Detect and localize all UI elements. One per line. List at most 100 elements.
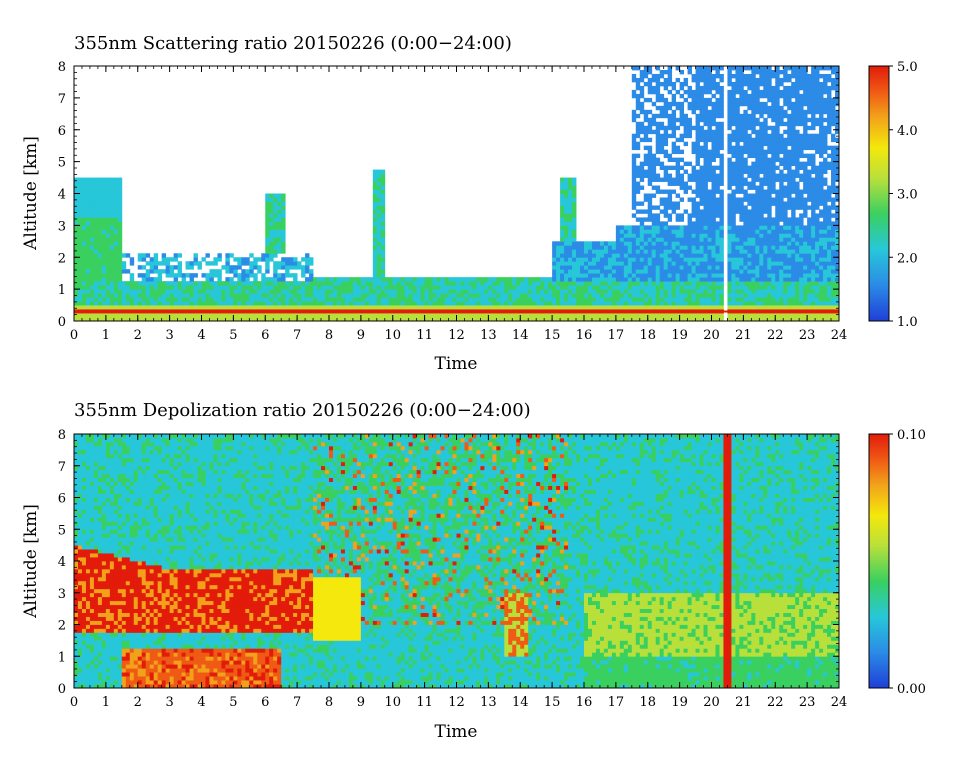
heatmap-cell: [81, 189, 87, 194]
heatmap-cell: [727, 249, 732, 254]
heatmap-cell: [285, 285, 290, 290]
heatmap-cell: [97, 193, 103, 198]
heatmap-cell: [755, 245, 760, 250]
heatmap-cell: [703, 149, 708, 155]
heatmap-cell: [587, 305, 593, 310]
heatmap-cell: [735, 225, 740, 230]
heatmap-cell: [436, 281, 441, 286]
heatmap-cell: [241, 289, 246, 294]
heatmap-cell: [811, 189, 816, 194]
heatmap-cell: [675, 181, 681, 186]
heatmap-cell: [735, 157, 740, 163]
heatmap-cell: [101, 217, 107, 222]
heatmap-cell: [492, 277, 497, 282]
heatmap-cell: [273, 293, 278, 298]
heatmap-cell: [791, 153, 796, 159]
heatmap-cell: [799, 121, 804, 127]
heatmap-cell: [580, 261, 585, 266]
heatmap-cell: [305, 269, 310, 274]
heatmap-cell: [763, 173, 768, 178]
heatmap-cell: [787, 233, 792, 238]
heatmap-cell: [281, 241, 286, 246]
heatmap-cell: [683, 249, 688, 254]
heatmap-cell: [229, 269, 234, 274]
heatmap-cell: [572, 185, 577, 190]
heatmap-cell: [635, 285, 641, 290]
heatmap-cell: [376, 229, 382, 234]
heatmap-cell: [512, 285, 517, 290]
heatmap-cell: [739, 173, 744, 178]
heatmap-cell: [277, 245, 282, 250]
heatmap-cell: [444, 297, 449, 302]
heatmap-cell: [811, 169, 816, 174]
heatmap-cell: [93, 297, 99, 302]
heatmap-cell: [731, 193, 736, 198]
heatmap-cell: [767, 253, 772, 258]
heatmap-cell: [372, 285, 378, 290]
heatmap-cell: [763, 261, 768, 266]
heatmap-cell: [819, 141, 824, 147]
heatmap-cell: [823, 301, 828, 306]
heatmap-cell: [568, 293, 573, 298]
heatmap-cell: [767, 93, 772, 99]
heatmap-cell: [281, 293, 286, 298]
heatmap-cell: [157, 317, 163, 321]
heatmap-cell: [755, 285, 760, 290]
heatmap-cell: [376, 241, 382, 246]
heatmap-cell: [432, 301, 437, 306]
heatmap-cell: [109, 253, 115, 258]
heatmap-cell: [512, 277, 517, 282]
heatmap-cell: [297, 305, 302, 310]
heatmap-cell: [161, 293, 167, 298]
heatmap-cell: [767, 125, 772, 131]
heatmap-cell: [428, 293, 433, 298]
heatmap-cell: [552, 241, 557, 246]
heatmap-cell: [285, 301, 290, 306]
heatmap-cell: [715, 129, 720, 135]
heatmap-cell: [229, 301, 234, 306]
heatmap-cell: [799, 101, 804, 107]
heatmap-cell: [261, 301, 266, 306]
heatmap-cell: [476, 281, 481, 286]
heatmap-cell: [711, 173, 716, 178]
heatmap-cell: [715, 89, 720, 95]
heatmap-cell: [815, 97, 820, 103]
heatmap-cell: [564, 189, 569, 194]
heatmap-cell: [468, 297, 473, 302]
heatmap-cell: [671, 125, 677, 131]
heatmap-cell: [631, 161, 637, 167]
heatmap-cell: [735, 125, 740, 131]
heatmap-cell: [380, 197, 386, 202]
heatmap-cell: [372, 193, 378, 198]
heatmap-cell: [281, 317, 286, 321]
heatmap-cell: [269, 221, 274, 226]
heatmap-cell: [556, 273, 561, 278]
heatmap-cell: [719, 221, 724, 226]
heatmap-cell: [695, 137, 700, 143]
heatmap-cell: [791, 121, 796, 127]
heatmap-cell: [767, 157, 772, 163]
heatmap-cell: [635, 253, 641, 258]
heatmap-cell: [540, 285, 545, 290]
heatmap-cell: [265, 241, 270, 246]
heatmap-cell: [783, 281, 788, 286]
heatmap-cell: [309, 281, 314, 286]
heatmap-cell: [325, 297, 330, 302]
heatmap-cell: [392, 281, 398, 286]
heatmap-cell: [791, 313, 796, 318]
heatmap-cell: [783, 193, 788, 198]
heatmap-cell: [791, 185, 796, 190]
heatmap-cell: [77, 285, 83, 290]
heatmap-cell: [791, 169, 796, 174]
heatmap-cell: [189, 293, 194, 298]
heatmap-cell: [751, 137, 756, 143]
heatmap-cell: [791, 281, 796, 286]
heatmap-cell: [508, 305, 513, 310]
heatmap-cell: [727, 77, 732, 83]
heatmap-cell: [277, 205, 282, 210]
heatmap-cell: [89, 273, 95, 278]
heatmap-cell: [775, 253, 780, 258]
heatmap-cell: [74, 297, 79, 302]
heatmap-cell: [496, 297, 501, 302]
heatmap-cell: [807, 105, 812, 111]
